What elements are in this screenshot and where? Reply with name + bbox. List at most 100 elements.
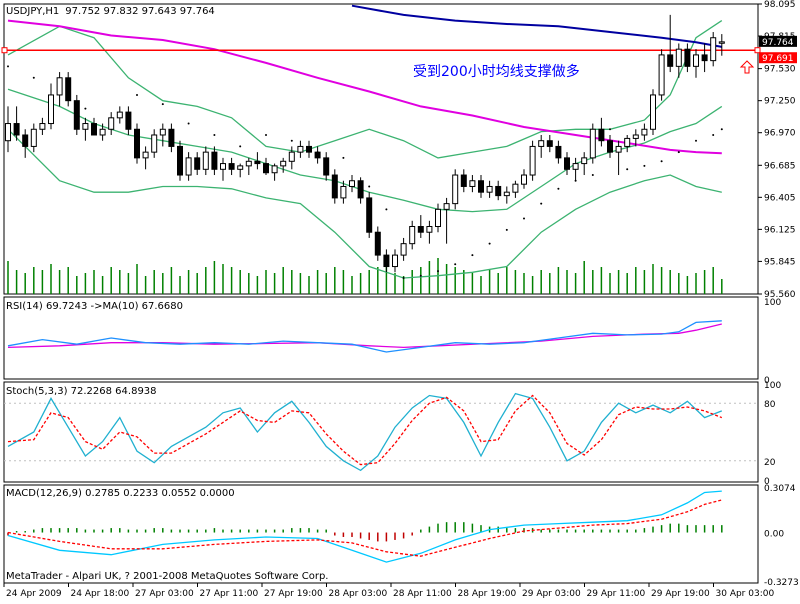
copyright-text: MetaTrader - Alpari UK, ? 2001-2008 Meta… xyxy=(6,571,328,582)
candle-body xyxy=(5,123,11,142)
candle-body xyxy=(503,191,510,197)
candle-body xyxy=(151,134,158,153)
ma-200-line xyxy=(351,4,722,48)
candle-body xyxy=(667,54,674,67)
up-arrow-icon xyxy=(739,60,755,74)
candle-body xyxy=(349,180,355,187)
candle-body xyxy=(331,174,338,199)
sar-dot xyxy=(265,133,267,136)
price-pane-frame xyxy=(3,3,759,295)
candle-body xyxy=(598,128,605,142)
candle-body xyxy=(607,140,613,153)
macd-pane[interactable] xyxy=(7,490,723,563)
symbol-label: USDJPY,H1 xyxy=(6,6,59,17)
sar-dot xyxy=(161,103,164,106)
price-axis-label: 96.405 xyxy=(764,193,796,203)
sar-dot xyxy=(402,276,405,279)
sar-dot xyxy=(32,76,35,79)
candle-body xyxy=(400,243,407,256)
current-price-box xyxy=(759,35,797,47)
candle-body xyxy=(426,226,433,233)
sar-dot xyxy=(695,139,697,142)
price-line-box xyxy=(759,52,797,64)
time-axis-label: 27 Apr 03:00 xyxy=(135,589,194,599)
sar-dot xyxy=(712,133,715,136)
price-axis-label: 97.250 xyxy=(764,97,796,107)
macd-pane-frame xyxy=(3,484,759,584)
sar-dot xyxy=(720,128,723,131)
candle-body xyxy=(237,165,244,170)
candle-body xyxy=(56,77,63,96)
sar-dot xyxy=(471,254,474,257)
candle-body xyxy=(22,134,29,147)
time-axis-label: 28 Apr 19:00 xyxy=(458,589,517,599)
sar-dot xyxy=(342,156,345,159)
price-axis-label: 96.970 xyxy=(764,129,796,139)
stoch-axis-label: 100 xyxy=(764,381,781,391)
price-axis-label: 96.125 xyxy=(764,225,796,235)
sar-dot xyxy=(437,270,439,273)
price-pane-header: USDJPY,H1 97.752 97.832 97.643 97.764 xyxy=(6,6,215,17)
candle-body xyxy=(91,123,97,136)
candle-body xyxy=(417,226,424,233)
time-axis-label: 28 Apr 11:00 xyxy=(393,589,452,599)
candle-body xyxy=(99,128,106,136)
time-axis-label: 24 Apr 2009 xyxy=(6,589,62,599)
time-axis-label: 24 Apr 18:00 xyxy=(71,589,130,599)
candle-body xyxy=(280,160,287,167)
candle-body xyxy=(314,151,321,159)
candle-body xyxy=(65,77,72,102)
candle-body xyxy=(718,41,725,44)
stoch-signal-line xyxy=(7,394,723,466)
rsi-line xyxy=(7,320,722,353)
candle-body xyxy=(366,197,373,233)
candle-body xyxy=(357,180,364,199)
time-axis-label: 29 Apr 11:00 xyxy=(587,589,646,599)
candle-body xyxy=(39,123,46,130)
candle-body xyxy=(383,254,390,268)
candle-body xyxy=(615,145,622,153)
time-axis-label: 30 Apr 03:00 xyxy=(716,589,775,599)
candle-body xyxy=(374,231,381,256)
candle-body xyxy=(555,145,562,159)
candle-body xyxy=(116,111,123,119)
candle-body xyxy=(185,157,192,176)
price-pane[interactable] xyxy=(1,4,761,294)
candle-body xyxy=(650,94,656,130)
ma-magenta-line xyxy=(7,19,722,155)
candle-body xyxy=(271,165,278,174)
sar-dot xyxy=(213,133,216,136)
sar-dot xyxy=(419,274,422,277)
candle-body xyxy=(675,48,682,67)
price-line-right-handle xyxy=(754,47,761,54)
candle-body xyxy=(125,111,132,130)
time-axis-label: 29 Apr 19:00 xyxy=(651,589,710,599)
axes: 98.09597.81597.53097.25096.97096.68596.4… xyxy=(3,0,799,599)
price-axis-label: 96.685 xyxy=(764,161,796,171)
price-axis-label: 95.560 xyxy=(764,290,796,300)
rsi-pane-frame xyxy=(3,296,759,380)
ohlc-values: 97.752 97.832 97.643 97.764 xyxy=(65,6,215,17)
price-line-label: 97.691 xyxy=(762,54,794,64)
sar-dot xyxy=(368,185,371,188)
candle-body xyxy=(340,185,347,199)
sar-dot xyxy=(385,208,388,211)
candle-body xyxy=(658,54,665,96)
time-axis-label: 27 Apr 19:00 xyxy=(264,589,323,599)
price-axis-label: 98.095 xyxy=(764,0,796,10)
time-axis-label: 28 Apr 03:00 xyxy=(329,589,388,599)
candle-body xyxy=(228,163,235,170)
sar-dot xyxy=(187,122,190,125)
candle-body xyxy=(168,128,175,147)
candle-body xyxy=(538,140,545,147)
current-price-label: 97.764 xyxy=(762,38,794,48)
candle-body xyxy=(177,145,183,176)
rsi-pane[interactable] xyxy=(7,320,722,353)
stoch-pane[interactable] xyxy=(4,392,758,472)
stoch-axis-label: 80 xyxy=(764,400,776,410)
macd-axis-label: -0.3273 xyxy=(764,578,799,588)
sar-dot xyxy=(677,151,680,154)
price-axis-label: 97.530 xyxy=(764,65,796,75)
candle-body xyxy=(710,37,717,62)
